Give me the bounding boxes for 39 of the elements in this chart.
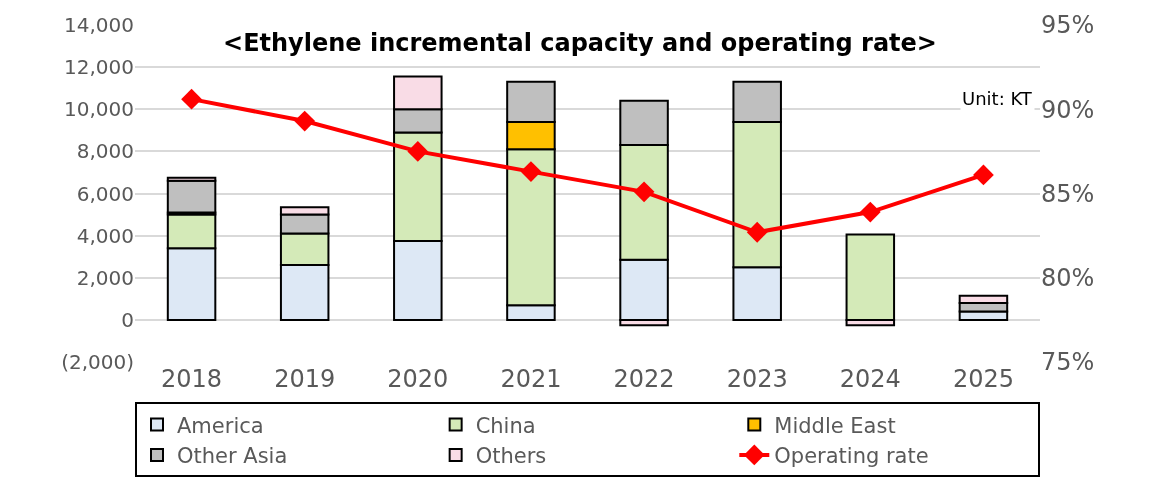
legend-label: Others [475,444,547,469]
y-tick-label: (2,000) [61,350,134,374]
y-tick-label: 0 [121,307,134,332]
legend-label: Operating rate [774,444,929,469]
x-tick-label: 2018 [161,365,223,393]
chart-title: <Ethylene incremental capacity and operating rate> [223,29,937,58]
y2-tick-label: 90% [1041,95,1095,124]
point [859,201,881,223]
y-tick-label: 6,000 [76,181,134,206]
point [407,140,429,162]
legend-label: China [475,413,536,438]
legend-label: Other Asia [177,444,288,469]
point [520,161,542,182]
x-tick-label: 2023 [726,365,788,393]
point [181,88,202,110]
legend-label: America [177,413,264,438]
y-tick-label: 8,000 [76,139,134,164]
x-tick-label: 2019 [274,365,336,393]
y2-tick-label: 85% [1041,179,1095,208]
x-tick-label: 2022 [613,365,675,393]
bar [166,179,217,214]
y2-tick-label: 80% [1041,264,1095,293]
point [746,221,768,243]
x-tick-label: 2021 [500,365,562,393]
annotation: Unit: KT [962,88,1033,109]
point [633,181,655,203]
x-tick-label: 2020 [387,365,449,393]
y-tick-label: 10,000 [64,97,134,122]
point [973,164,994,186]
y-tick-label: 4,000 [76,223,134,248]
y-tick-label: 12,000 [64,55,134,80]
x-tick-label: 2025 [952,365,1014,393]
y-tick-label: 2,000 [76,265,134,290]
y-tick-label: 14,000 [64,13,134,37]
legend-label: Middle East [774,413,896,438]
y2-tick-label: 75% [1041,348,1095,377]
y2-tick-label: 95% [1041,11,1095,40]
point [294,110,316,132]
x-tick-label: 2024 [839,365,901,393]
